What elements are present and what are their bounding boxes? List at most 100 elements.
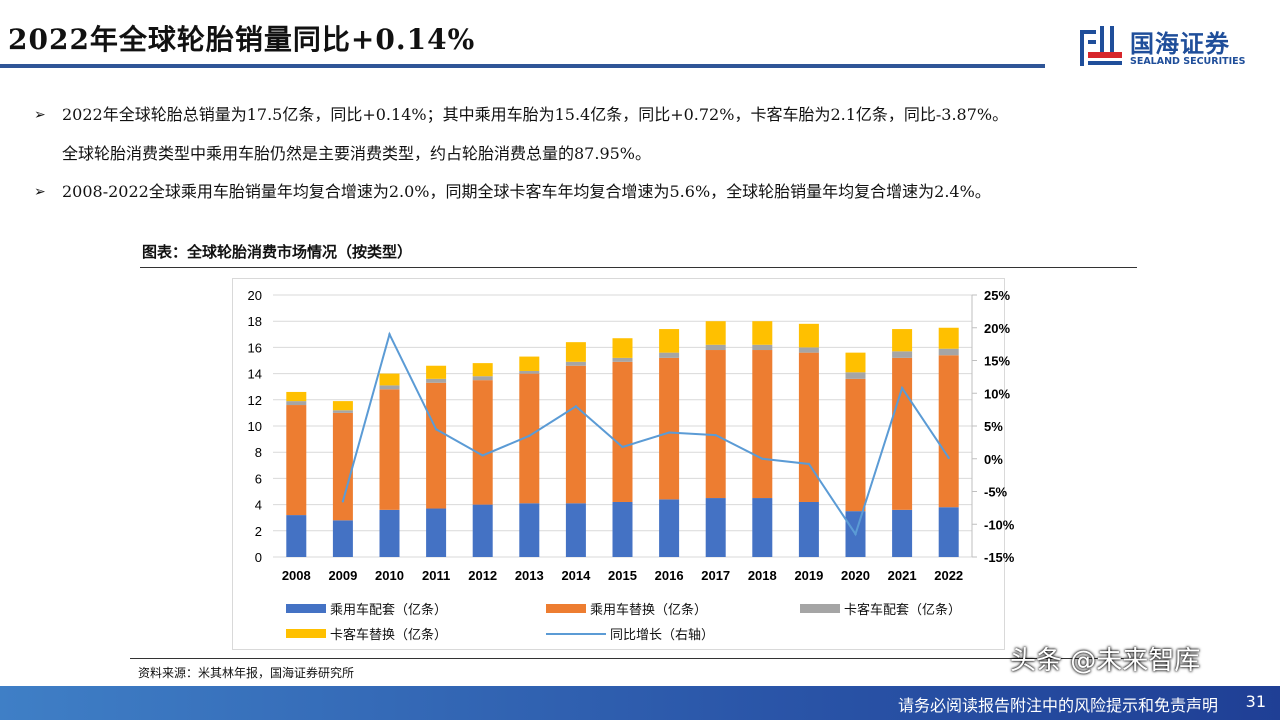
bullet-list: ➢ 2022年全球轮胎总销量为17.5亿条，同比+0.14%；其中乘用车胎为15.… [34, 96, 1008, 212]
y-right-tick-label: -10% [984, 517, 1015, 532]
y-left-tick-label: 0 [255, 550, 262, 565]
y-right-tick-label: -5% [984, 485, 1008, 500]
growth-point [434, 428, 438, 431]
y-left-tick-label: 14 [248, 367, 262, 382]
bar-segment [332, 520, 353, 557]
x-tick-label: 2009 [328, 568, 357, 583]
legend-swatch [800, 604, 840, 613]
legend-item: 同比增长（右轴） [546, 624, 714, 643]
bar-segment [286, 515, 307, 557]
footer-bar: 请务必阅读报告附注中的风险提示和免责声明 31 [0, 686, 1280, 720]
bar-segment [286, 391, 307, 402]
bar-segment [612, 501, 633, 557]
bar-segment [705, 498, 726, 557]
bar-segment [659, 329, 680, 353]
bar-segment [426, 508, 447, 557]
bar-segment [659, 352, 680, 358]
bar-segment [379, 389, 400, 510]
bar-segment [938, 507, 959, 557]
growth-point [761, 457, 764, 460]
growth-point [481, 454, 484, 457]
legend-swatch [546, 604, 586, 613]
y-right-tick-label: 5% [984, 419, 1003, 434]
bar-segment [379, 509, 400, 557]
bar-segment [798, 352, 819, 502]
bar-segment [426, 378, 447, 383]
bar-segment [612, 338, 633, 358]
bar-segment [286, 405, 307, 516]
bar-segment [845, 352, 866, 373]
bar-segment [892, 351, 913, 358]
y-left-tick-label: 10 [248, 419, 262, 434]
bar-segment [565, 365, 586, 504]
bar-segment [565, 361, 586, 366]
x-tick-label: 2017 [701, 568, 730, 583]
bar-segment [892, 329, 913, 352]
legend-swatch [286, 604, 326, 613]
legend-label: 乘用车替换（亿条） [590, 603, 708, 618]
bar-segment [472, 363, 493, 377]
x-tick-label: 2021 [888, 568, 917, 583]
bar-segment [752, 350, 773, 499]
bar-segment [798, 323, 819, 348]
bar-segment [332, 412, 353, 521]
bar-segment [798, 501, 819, 557]
bar-segment [659, 499, 680, 557]
bar-segment [705, 350, 726, 499]
x-tick-label: 2008 [282, 568, 311, 583]
bar-segment [565, 503, 586, 557]
legend-swatch [286, 629, 326, 638]
x-tick-label: 2011 [422, 568, 450, 583]
bar-segment [938, 327, 959, 349]
bar-segment [565, 342, 586, 362]
bar-segment [379, 385, 400, 390]
title-divider [0, 64, 1045, 68]
legend-swatch [546, 632, 606, 635]
source-divider [130, 658, 1140, 659]
y-left-tick-label: 12 [248, 393, 262, 408]
y-right-tick-label: 10% [984, 386, 1010, 401]
x-tick-label: 2015 [608, 568, 637, 583]
y-left-tick-label: 16 [248, 340, 262, 355]
y-left-tick-label: 18 [248, 314, 262, 329]
bar-segment [519, 370, 540, 374]
logo-text-en: SEALAND SECURITIES [1130, 56, 1246, 67]
bar-segment [472, 380, 493, 505]
chart-frame [232, 278, 1005, 650]
x-tick-label: 2019 [794, 568, 823, 583]
arrow-bullet-icon: ➢ [34, 184, 46, 200]
disclaimer: 请务必阅读报告附注中的风险提示和免责声明 [897, 696, 1218, 715]
growth-point [667, 431, 671, 434]
bar-segment [752, 344, 773, 351]
watermark: 头条 @未来智库 [1010, 646, 1201, 676]
y-right-tick-label: 0% [984, 452, 1003, 467]
source-note: 资料来源：米其林年报，国海证券研究所 [138, 666, 355, 680]
y-right-tick-label: -15% [984, 550, 1015, 565]
bar-segment [519, 503, 540, 557]
bar-segment [659, 357, 680, 500]
company-logo: 国海证券 SEALAND SECURITIES [1078, 24, 1258, 70]
x-tick-label: 2014 [561, 568, 591, 583]
growth-point [854, 532, 857, 536]
legend-item: 卡客车配套（亿条） [800, 599, 961, 618]
growth-point [574, 405, 578, 408]
y-left-tick-label: 20 [248, 288, 262, 303]
x-tick-label: 2012 [468, 568, 497, 583]
bar-segment [845, 372, 866, 379]
growth-point [388, 333, 391, 336]
bar-segment [286, 401, 307, 406]
logo-text-zh: 国海证券 [1130, 30, 1230, 58]
bar-segment [519, 356, 540, 371]
legend-item: 乘用车配套（亿条） [286, 599, 447, 618]
y-left-tick-label: 6 [255, 471, 262, 486]
bar-segment [379, 373, 400, 386]
y-left-tick-label: 4 [255, 498, 262, 513]
legend-label: 同比增长（右轴） [610, 628, 715, 643]
growth-point [947, 456, 950, 460]
bar-segment [798, 347, 819, 353]
chart-title-divider [140, 267, 1137, 268]
bullet-text: 2022年全球轮胎总销量为17.5亿条，同比+0.14%；其中乘用车胎为15.4… [62, 105, 1009, 124]
x-tick-label: 2018 [748, 568, 777, 583]
growth-point [900, 386, 904, 390]
